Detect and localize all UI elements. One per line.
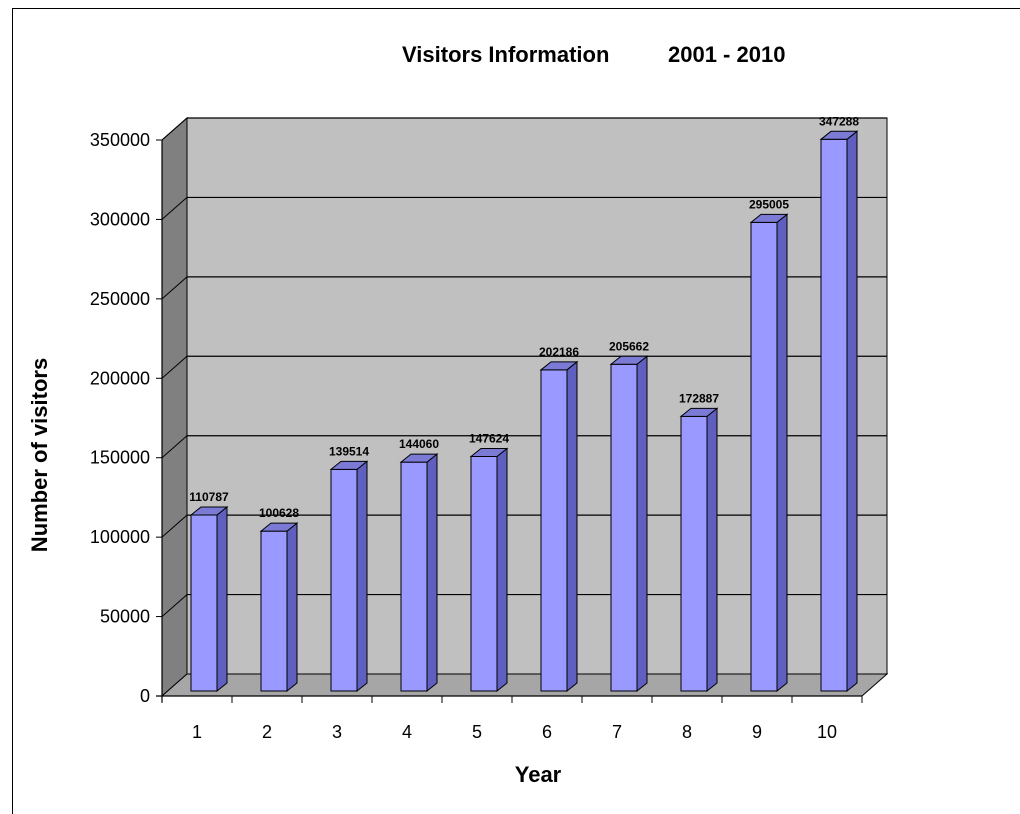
y-tick-label: 300000: [90, 209, 150, 229]
y-tick-label: 100000: [90, 527, 150, 547]
bar-side: [356, 460, 368, 693]
x-tick-label: 8: [682, 722, 692, 742]
data-label: 110787: [189, 490, 229, 504]
data-label: 205662: [609, 339, 649, 353]
bar-side: [706, 407, 718, 693]
bar-top: [329, 460, 369, 470]
x-tick-label: 1: [192, 722, 202, 742]
data-label: 172887: [679, 391, 719, 405]
gridline-side: [161, 276, 188, 300]
bar: [260, 530, 288, 692]
bar: [400, 461, 428, 692]
chart-title: Visitors Information: [402, 42, 609, 67]
data-labels: 110787 100628 139514 144060 147624 202186 2056…: [189, 114, 859, 520]
x-tick-labels: 1 2 3 4 5 6 7 8 9 10: [192, 722, 837, 742]
gridline-side: [161, 435, 188, 459]
chart-frame: [12, 8, 1020, 814]
bar: [470, 455, 498, 692]
data-label: 295005: [749, 197, 789, 211]
y-tick-label: 350000: [90, 130, 150, 150]
y-axis-label: Number of visitors: [27, 358, 52, 552]
x-tick-label: 9: [752, 722, 762, 742]
bar-top: [819, 130, 859, 140]
gridline-side: [161, 514, 188, 538]
bar-side: [846, 130, 858, 693]
chart-subtitle: 2001 - 2010: [668, 42, 785, 67]
gridline-side: [161, 355, 188, 379]
bar-top: [399, 453, 439, 463]
data-label: 202186: [539, 345, 579, 359]
bar-top: [189, 506, 229, 516]
bar-side: [426, 453, 438, 693]
axes: [156, 139, 863, 703]
bar: [190, 514, 218, 692]
side-wall: [161, 116, 188, 698]
y-tick-label: 200000: [90, 368, 150, 388]
bar: [540, 369, 568, 692]
y-tick-label: 0: [140, 686, 150, 706]
bar-top: [259, 522, 299, 532]
y-tick-label: 250000: [90, 289, 150, 309]
gridline-side: [161, 594, 188, 617]
gridline-side: [161, 197, 188, 220]
bar-top: [469, 447, 509, 457]
bar-side: [216, 505, 228, 693]
y-tick-label: 50000: [100, 607, 150, 627]
y-tick-labels: 0 50000 100000 150000 200000 250000 300000 3500…: [90, 130, 150, 706]
y-tick-label: 150000: [90, 448, 150, 468]
x-tick-label: 2: [262, 722, 272, 742]
bar-side: [566, 360, 578, 693]
bar: [750, 221, 778, 692]
bar-side: [496, 447, 508, 693]
bar-side: [636, 355, 648, 693]
bar-side: [286, 522, 298, 693]
x-tick-label: 4: [402, 722, 412, 742]
data-label: 347288: [819, 114, 859, 128]
data-label: 100628: [259, 506, 299, 520]
bar-top: [609, 355, 649, 365]
bar: [610, 363, 638, 692]
bar-top: [749, 213, 789, 223]
gridline-side: [161, 117, 188, 141]
x-tick-label: 3: [332, 722, 342, 742]
x-tick-label: 5: [472, 722, 482, 742]
data-label: 144060: [399, 437, 439, 451]
bars: [189, 130, 859, 693]
bar: [330, 468, 358, 692]
bar: [680, 415, 708, 692]
bar-top: [679, 407, 719, 417]
bar: [820, 138, 848, 692]
data-label: 147624: [469, 431, 509, 445]
data-label: 139514: [329, 444, 369, 458]
x-tick-label: 10: [817, 722, 837, 742]
x-tick-label: 7: [612, 722, 622, 742]
x-axis-label: Year: [515, 762, 562, 787]
bar-top: [539, 361, 579, 371]
x-tick-label: 6: [542, 722, 552, 742]
bar-side: [776, 213, 788, 693]
